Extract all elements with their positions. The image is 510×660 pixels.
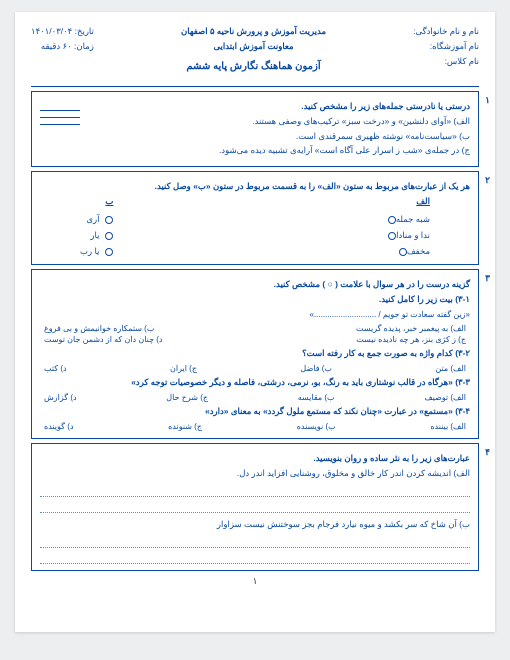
q3-number: ۳ xyxy=(485,272,490,285)
question-4: ۴ عبارت‌های زیر را به نثر ساده و روان بن… xyxy=(31,443,479,571)
q3-s2-opts: الف) متن ب) فاضل ج) ایران د) کتب xyxy=(40,363,470,374)
page-number: ۱ xyxy=(31,575,479,588)
q2-a3[interactable]: مخفف xyxy=(393,246,430,258)
student-info-col: نام و نام خانوادگی: نام آموزشگاه: نام کل… xyxy=(413,26,479,80)
time-label: زمان: ۶۰ دقیقه xyxy=(41,41,94,53)
circle-icon xyxy=(388,232,396,240)
q3-s3-d[interactable]: د) گزارش xyxy=(44,392,77,403)
q2-col-b: ب آری یار یا رب xyxy=(80,196,113,258)
answer-dash[interactable] xyxy=(40,110,80,111)
q3-s3-a[interactable]: الف) توصیف xyxy=(424,392,466,403)
q2-col-a-head: الف xyxy=(416,196,430,208)
q4-b: ب) آن شاخ که سر بکشد و میوه نیارد فرجام … xyxy=(40,519,470,531)
q3-s1-head: ۳-۱) بیت زیر را کامل کنید. xyxy=(40,294,470,306)
answer-dash[interactable] xyxy=(40,117,80,118)
class-label: نام کلاس: xyxy=(445,56,479,68)
q3-s2-b[interactable]: ب) فاضل xyxy=(300,363,332,374)
q3-s4-b[interactable]: ب) نویسنده xyxy=(297,421,336,432)
question-3: ۳ گزینه درست را در هر سوال با علامت ( ○ … xyxy=(31,269,479,440)
q2-number: ۲ xyxy=(485,174,490,187)
q3-s3-b[interactable]: ب) مقایسه xyxy=(298,392,335,403)
q4-number: ۴ xyxy=(485,446,490,459)
q3-s2-head: ۳-۲) کدام واژه به صورت جمع به کار رفته ا… xyxy=(40,348,470,360)
org-line2: معاونت آموزش ابتدایی xyxy=(213,41,293,53)
exam-title: آزمون هماهنگ نگارش پایه ششم xyxy=(186,60,320,74)
date-label: تاریخ: ۱۴۰۱/۰۳/۰۴ xyxy=(31,26,94,38)
answer-line[interactable] xyxy=(40,483,470,497)
answer-dash[interactable] xyxy=(40,124,80,125)
q3-s1-a[interactable]: الف) به پیغمبر خبر، پدیده گریست xyxy=(356,323,466,334)
org-col: مدیریت آموزش و پرورش ناحیه ۵ اصفهان معاو… xyxy=(94,26,413,80)
question-1: ۱ درستی یا نادرستی جمله‌های زیر را مشخص … xyxy=(31,91,479,168)
answer-line[interactable] xyxy=(40,534,470,548)
q3-s2-d[interactable]: د) کتب xyxy=(44,363,67,374)
q1-opt-a: الف) «آوای دلنشین» و «درخت سبز» ترکیب‌ها… xyxy=(40,116,470,128)
q3-s4-opts: الف) بیننده ب) نویسنده ج) شنونده د) گوین… xyxy=(40,421,470,432)
header: نام و نام خانوادگی: نام آموزشگاه: نام کل… xyxy=(31,26,479,87)
circle-icon xyxy=(388,216,396,224)
org-line1: مدیریت آموزش و پرورش ناحیه ۵ اصفهان xyxy=(181,26,326,38)
q3-s3-head: ۳-۳) «هرگاه در قالب نوشتاری باید به رنگ،… xyxy=(40,377,470,389)
q3-s4-c[interactable]: ج) شنونده xyxy=(168,421,202,432)
q1-opt-b: ب) «سیاست‌نامه» نوشته ظهیری سمرقندی است. xyxy=(40,131,470,143)
q3-s4-a[interactable]: الف) بیننده xyxy=(430,421,466,432)
q3-s1-opts: الف) به پیغمبر خبر، پدیده گریست ب) ستمکا… xyxy=(40,323,470,334)
q2-b3[interactable]: یا رب xyxy=(80,246,113,258)
circle-icon xyxy=(105,216,113,224)
q3-s1-d[interactable]: د) چنان دان که از دشمن جان توست xyxy=(44,334,162,345)
circle-icon xyxy=(105,232,113,240)
q2-prompt: هر یک از عبارت‌های مربوط به ستون «الف» ر… xyxy=(40,181,470,193)
q1-answer-lines xyxy=(40,110,84,125)
q2-match-area: الف شبه جمله ندا و منادا مخفف ب آری یار … xyxy=(40,196,470,258)
q3-s2-a[interactable]: الف) متن xyxy=(435,363,466,374)
q2-col-a: الف شبه جمله ندا و منادا مخفف xyxy=(382,196,430,258)
q1-opt-c: ج) در جمله‌ی «شب ز اسرار علی آگاه است» آ… xyxy=(40,145,470,157)
q4-a: الف) اندیشه کردن اندر کار خالق و مخلوق، … xyxy=(40,468,470,480)
exam-page: نام و نام خانوادگی: نام آموزشگاه: نام کل… xyxy=(15,12,495,632)
question-2: ۲ هر یک از عبارت‌های مربوط به ستون «الف»… xyxy=(31,171,479,264)
q3-s4-d[interactable]: د) گوینده xyxy=(44,421,73,432)
q2-col-b-head: ب xyxy=(105,196,113,208)
circle-icon xyxy=(105,248,113,256)
q2-a1[interactable]: شبه جمله xyxy=(382,214,430,226)
q3-s1-b[interactable]: ب) ستمکاره خوانیمش و بی فروغ xyxy=(44,323,154,334)
q4-prompt: عبارت‌های زیر را به نثر ساده و روان بنوی… xyxy=(40,453,470,465)
q2-b2[interactable]: یار xyxy=(90,230,113,242)
q3-prompt: گزینه درست را در هر سوال با علامت ( ○ ) … xyxy=(40,279,470,291)
q2-a2[interactable]: ندا و منادا xyxy=(382,230,430,242)
q1-number: ۱ xyxy=(485,94,490,107)
student-name-label: نام و نام خانوادگی: xyxy=(413,26,479,38)
q3-s1-c[interactable]: ج) ز کژی بنز، هر چه نادیده نیست xyxy=(356,334,466,345)
q2-b1[interactable]: آری xyxy=(86,214,113,226)
school-label: نام آموزشگاه: xyxy=(430,41,479,53)
q3-s1-verse: «زین گفته سعادت تو جویم / ..............… xyxy=(40,309,470,320)
q3-s1-opts2: ج) ز کژی بنز، هر چه نادیده نیست د) چنان … xyxy=(40,334,470,345)
circle-icon xyxy=(399,248,407,256)
q3-s3-c[interactable]: ج) شرح حال xyxy=(166,392,208,403)
q3-s4-head: ۳-۴) «مستمع» در عبارت «چنان نکند که مستم… xyxy=(40,406,470,418)
date-col: تاریخ: ۱۴۰۱/۰۳/۰۴ زمان: ۶۰ دقیقه xyxy=(31,26,94,80)
answer-line[interactable] xyxy=(40,499,470,513)
answer-line[interactable] xyxy=(40,550,470,564)
q1-prompt: درستی یا نادرستی جمله‌های زیر را مشخص کن… xyxy=(40,101,470,113)
q3-s3-opts: الف) توصیف ب) مقایسه ج) شرح حال د) گزارش xyxy=(40,392,470,403)
q3-s2-c[interactable]: ج) ایران xyxy=(170,363,197,374)
